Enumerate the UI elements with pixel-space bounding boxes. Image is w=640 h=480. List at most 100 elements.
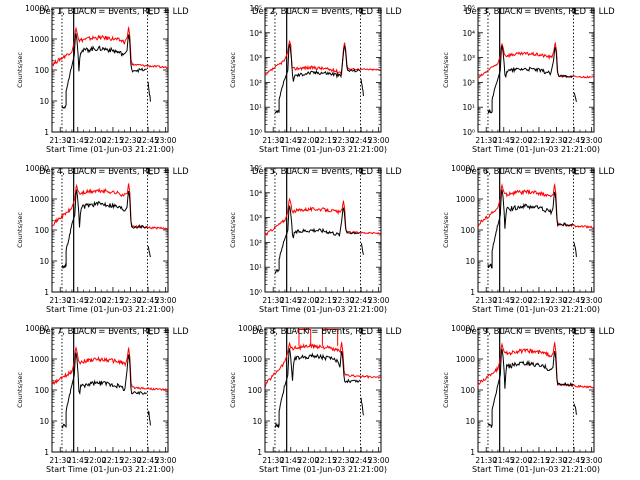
y-tick-label: 10	[39, 417, 49, 426]
x-tick-label: 22:45	[350, 136, 372, 145]
x-tick-label: 22:00	[298, 456, 320, 465]
y-tick-label: 100	[35, 226, 50, 235]
x-axis-label: Start Time (01-Jun-03 21:21:00)	[46, 145, 174, 154]
panel-title: Det 8, BLACK = Events, RED = LLD	[252, 327, 402, 337]
events-tail	[360, 78, 364, 97]
y-axis-label: Counts/sec	[442, 52, 450, 88]
x-tick-label: 22:15	[528, 296, 550, 305]
x-axis-label: Start Time (01-Jun-03 21:21:00)	[46, 465, 174, 474]
x-tick-label: 21:45	[67, 456, 89, 465]
x-tick-label: 22:30	[120, 456, 142, 465]
events-tail	[147, 81, 151, 102]
x-tick-label: 22:45	[563, 136, 585, 145]
events-tail	[360, 242, 364, 255]
x-tick-label: 23:00	[581, 296, 603, 305]
lld-series	[51, 25, 168, 70]
panel-title: Det 6, BLACK = Events, RED = LLD	[465, 167, 615, 177]
plot-frame	[51, 167, 169, 293]
y-tick-label: 100	[461, 226, 476, 235]
x-tick-label: 23:00	[155, 136, 177, 145]
y-tick-label: 1000	[30, 355, 49, 364]
x-tick-label: 21:45	[493, 456, 515, 465]
events-series	[487, 348, 574, 428]
x-tick-label: 21:45	[280, 456, 302, 465]
corner-marker	[361, 168, 366, 175]
x-tick-label: 22:00	[85, 136, 107, 145]
x-tick-label: 22:45	[137, 136, 159, 145]
y-axis-label: Counts/sec	[229, 212, 237, 248]
panel-det-6: 1 10 100 1000 10000 21:3021:4522:0022:1522:30…	[442, 164, 615, 314]
y-axis-label: Counts/sec	[229, 52, 237, 88]
y-tick-label: 10³	[249, 214, 262, 223]
corner-marker	[361, 8, 366, 15]
y-tick-label: 10000	[451, 324, 475, 333]
x-tick-label: 23:00	[368, 296, 390, 305]
x-tick-label: 22:00	[511, 456, 533, 465]
y-tick-label: 100	[35, 66, 50, 75]
y-tick-label: 10³	[249, 54, 262, 63]
x-tick-label: 22:30	[333, 296, 355, 305]
x-axis-label: Start Time (01-Jun-03 21:21:00)	[259, 145, 387, 154]
lld-saturation	[298, 329, 312, 346]
y-tick-label: 10	[465, 417, 475, 426]
panel-det-9: 1 10 100 1000 10000 21:3021:4522:0022:1522:30…	[442, 324, 615, 474]
corner-marker	[148, 168, 153, 175]
y-tick-label: 1	[470, 448, 475, 457]
x-tick-label: 23:00	[581, 136, 603, 145]
events-series	[487, 189, 574, 269]
panel-title: Det 3, BLACK = Events, RED = LLD	[465, 7, 615, 17]
x-tick-label: 21:45	[493, 296, 515, 305]
panel-title: Det 1, BLACK = Events, RED = LLD	[39, 7, 189, 17]
y-axis-label: Counts/sec	[16, 372, 24, 408]
corner-marker	[361, 328, 366, 335]
lld-series	[477, 182, 594, 230]
y-tick-label: 10²	[249, 78, 262, 87]
lld-saturation	[321, 329, 339, 346]
y-tick-label: 1000	[30, 35, 49, 44]
events-series	[61, 33, 147, 109]
x-tick-label: 22:45	[137, 456, 159, 465]
x-tick-label: 21:30	[262, 296, 284, 305]
x-tick-label: 22:15	[528, 456, 550, 465]
lld-series	[264, 197, 381, 236]
events-series	[487, 45, 573, 114]
x-axis-label: Start Time (01-Jun-03 21:21:00)	[472, 305, 600, 314]
x-tick-label: 22:15	[102, 456, 124, 465]
panel-det-1: 1 10 100 1000 10000 21:3021:4522:0022:1522:30…	[16, 4, 189, 154]
y-tick-label: 10000	[25, 164, 49, 173]
y-tick-label: 10²	[249, 238, 262, 247]
x-tick-label: 22:30	[546, 456, 568, 465]
y-tick-label: 100	[248, 386, 263, 395]
y-tick-label: 10⁰	[249, 288, 262, 297]
x-tick-label: 22:30	[120, 296, 142, 305]
x-axis-label: Start Time (01-Jun-03 21:21:00)	[259, 305, 387, 314]
y-axis-label: Counts/sec	[16, 212, 24, 248]
x-tick-label: 21:45	[280, 296, 302, 305]
y-tick-label: 10⁵	[462, 4, 475, 13]
y-tick-label: 10⁰	[249, 128, 262, 137]
x-tick-label: 21:30	[262, 136, 284, 145]
lld-series	[51, 345, 168, 392]
lld-series	[51, 182, 168, 231]
y-tick-label: 10	[39, 257, 49, 266]
events-series	[61, 189, 147, 270]
y-tick-label: 10⁵	[249, 4, 262, 13]
y-tick-label: 10¹	[462, 103, 475, 112]
x-tick-label: 23:00	[368, 136, 390, 145]
x-tick-label: 22:00	[85, 296, 107, 305]
corner-marker	[574, 168, 579, 175]
x-tick-label: 22:30	[333, 456, 355, 465]
x-tick-label: 21:30	[475, 136, 497, 145]
y-tick-label: 100	[461, 386, 476, 395]
x-tick-label: 21:30	[475, 456, 497, 465]
plot-frame	[264, 7, 382, 133]
y-tick-label: 100	[35, 386, 50, 395]
x-tick-label: 23:00	[368, 456, 390, 465]
x-tick-label: 22:00	[85, 456, 107, 465]
x-tick-label: 22:15	[315, 296, 337, 305]
panel-det-4: 1 10 100 1000 10000 21:3021:4522:0022:1522:30…	[16, 164, 189, 314]
y-tick-label: 1000	[456, 355, 475, 364]
x-tick-label: 22:45	[563, 456, 585, 465]
plot-frame	[477, 327, 595, 453]
x-tick-label: 22:00	[511, 136, 533, 145]
